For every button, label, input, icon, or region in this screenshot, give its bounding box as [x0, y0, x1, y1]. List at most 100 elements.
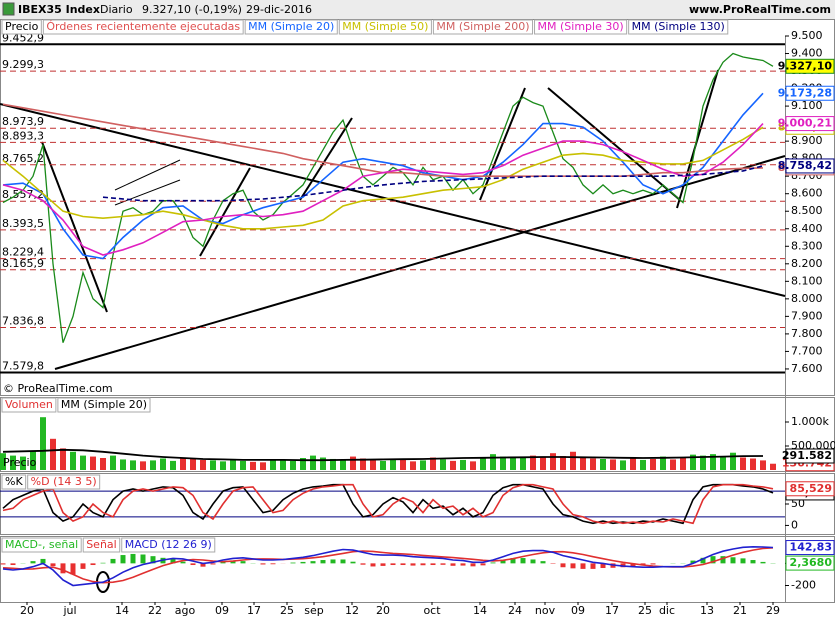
- axis-label: Precio: [3, 456, 37, 469]
- legend-box: [244, 19, 338, 35]
- legend-item: MM (Simple 20): [248, 20, 334, 33]
- x-tick-label: 17: [605, 604, 619, 617]
- legend-box: [42, 19, 244, 35]
- volume-bar: [730, 452, 736, 470]
- histogram-bar: [340, 559, 346, 564]
- value-tag: 142,83: [790, 541, 832, 554]
- histogram-bar: [600, 563, 606, 569]
- value-tag-box: [785, 448, 835, 464]
- line-series: [2, 123, 764, 256]
- volume-bar: [10, 455, 16, 470]
- volume-bar: [600, 458, 606, 470]
- level-label: 8.229,4: [2, 246, 44, 259]
- legend-item: Precio: [5, 20, 39, 33]
- value-tag: 85,529: [790, 482, 832, 495]
- x-tick-label: 14: [115, 604, 129, 617]
- histogram-bar: [60, 563, 66, 574]
- volume-bar: [690, 454, 696, 470]
- histogram-bar: [710, 556, 716, 564]
- histogram-bar: [170, 558, 176, 564]
- histogram-bar: [270, 563, 276, 565]
- y-tick-label: 9.100: [791, 99, 823, 112]
- value-tag-box: [785, 481, 835, 497]
- value-tag: 291.582: [782, 449, 832, 462]
- y-tick-label: 0: [791, 518, 798, 531]
- volume-bar: [590, 458, 596, 470]
- y-tick-label: 8.500: [791, 204, 823, 217]
- volume-bar: [280, 459, 286, 470]
- quote: 9.327,10 (-0,19%): [142, 3, 242, 16]
- histogram-bar: [40, 558, 46, 564]
- volume-bar: [130, 460, 136, 470]
- volume-bar: [340, 459, 346, 470]
- legend-box: [338, 19, 432, 35]
- x-tick-label: ago: [175, 604, 196, 617]
- volume-bar: [290, 460, 296, 470]
- line-series: [2, 545, 774, 587]
- histogram-bar: [50, 563, 56, 567]
- volume-bar: [610, 459, 616, 470]
- y-tick-label: 8.400: [791, 222, 823, 235]
- level-label: 7.579,8: [2, 359, 44, 372]
- symbol: IBEX35 Index: [18, 3, 100, 16]
- histogram-bar: [190, 563, 196, 566]
- volume-bar: [230, 458, 236, 470]
- volume-bar: [490, 454, 496, 470]
- volume-bar: [200, 459, 206, 470]
- line-series: [2, 126, 764, 230]
- histogram-bar: [30, 561, 36, 564]
- legend-box: [82, 537, 121, 553]
- volume-bar: [330, 458, 336, 470]
- value-tag-box: [785, 158, 835, 174]
- volume-bar: [560, 456, 566, 470]
- value-tag-box: [785, 85, 835, 101]
- histogram-bar: [570, 563, 576, 569]
- volume-bar: [450, 460, 456, 470]
- x-tick-label: 22: [148, 604, 162, 617]
- histogram-bar: [490, 562, 496, 564]
- volume-bar: [20, 456, 26, 470]
- volume-bar: [210, 460, 216, 470]
- y-tick-label: -200: [791, 579, 816, 592]
- y-tick-label: 7.600: [791, 362, 823, 375]
- histogram-bar: [460, 563, 466, 566]
- volume-bar: [270, 460, 276, 470]
- histogram-bar: [10, 563, 16, 566]
- value-tag-box: [785, 116, 835, 132]
- legend-box: [432, 19, 534, 35]
- y-tick-label: 8.300: [791, 239, 823, 252]
- volume-bar: [700, 455, 706, 470]
- histogram-bar: [310, 561, 316, 564]
- value-tag: 9.327,10: [778, 59, 833, 72]
- legend-box: [628, 19, 729, 35]
- volume-bar: [430, 457, 436, 470]
- histogram-bar: [350, 561, 356, 564]
- volume-bar: [760, 460, 766, 470]
- y-tick-label: 8.000: [791, 292, 823, 305]
- volume-bar: [0, 453, 6, 470]
- header-icon: [2, 2, 15, 16]
- value-tag: 9.000,21: [778, 117, 832, 130]
- header-bar: [0, 0, 835, 19]
- x-tick-label: 09: [571, 604, 585, 617]
- y-tick-label: 7.700: [791, 344, 823, 357]
- histogram-bar: [400, 563, 406, 566]
- legend-item: MACD-, señal: [5, 538, 78, 551]
- volume-bar: [260, 462, 266, 470]
- x-tick-label: 09: [215, 604, 229, 617]
- histogram-bar: [590, 563, 596, 569]
- level-label: 8.765,2: [2, 152, 44, 165]
- value-tag-box: [785, 540, 835, 556]
- histogram-bar: [410, 563, 416, 566]
- volume-bar: [320, 457, 326, 470]
- histogram-bar: [720, 556, 726, 564]
- volume-bar: [350, 456, 356, 470]
- legend-item: %D (14 3 5): [31, 475, 97, 488]
- histogram-bar: [320, 560, 326, 564]
- volume-bar: [60, 448, 66, 470]
- x-tick-label: jul: [62, 604, 76, 617]
- volume-bar: [530, 455, 536, 470]
- value-tag-box: [785, 58, 835, 74]
- volume-bar: [80, 455, 86, 470]
- volume-bar: [50, 438, 56, 470]
